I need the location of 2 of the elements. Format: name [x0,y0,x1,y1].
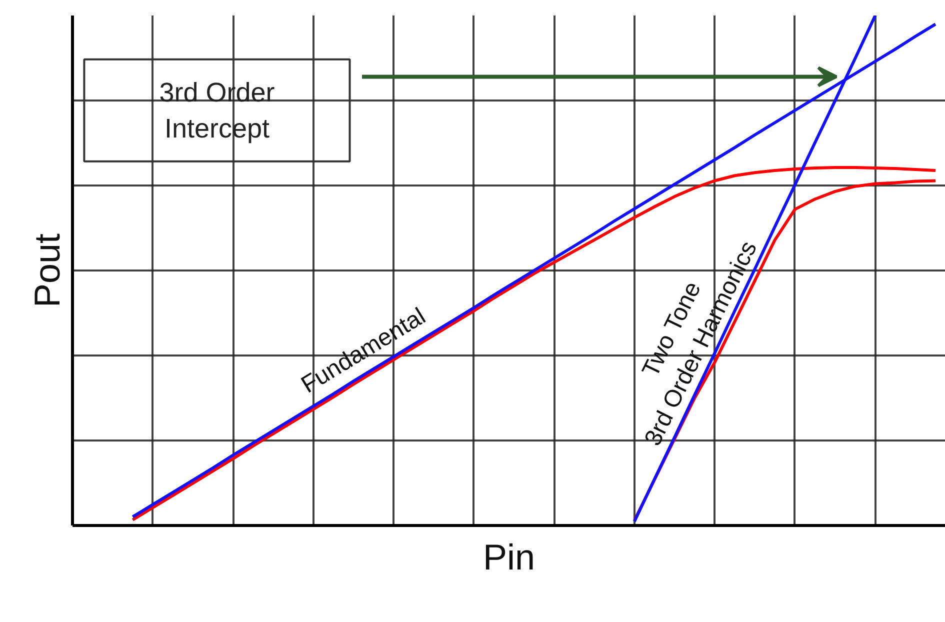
y-axis-title: Pout [26,233,68,308]
x-axis-title: Pin [482,536,536,578]
